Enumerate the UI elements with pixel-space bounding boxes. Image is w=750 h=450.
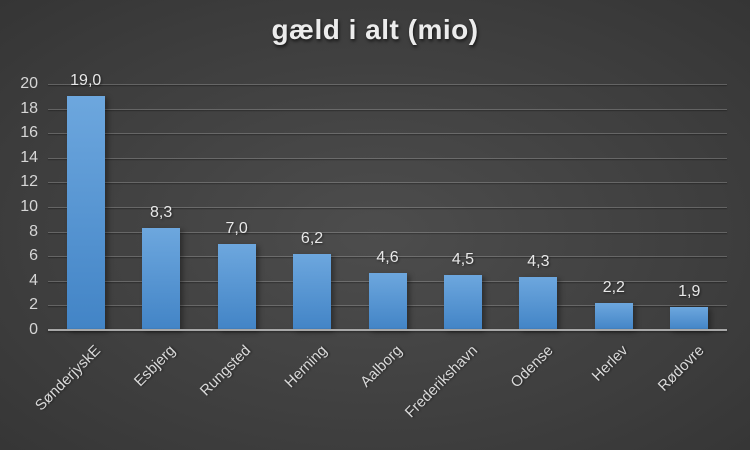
bar xyxy=(594,302,633,330)
bar-value-label: 6,2 xyxy=(300,229,324,247)
bar-value-label: 4,3 xyxy=(527,253,550,271)
category-label: Herning xyxy=(280,342,331,392)
category-label: Odense xyxy=(507,342,557,392)
bar-value-label: 2,2 xyxy=(602,278,625,296)
chart-title: gæld i alt (mio) xyxy=(271,14,479,45)
bar-value-label: 8,3 xyxy=(150,203,173,221)
bar xyxy=(142,227,181,330)
y-tick-label: 8 xyxy=(29,222,38,240)
gridline xyxy=(48,207,727,208)
category-label: Frederikshavn xyxy=(401,342,481,422)
gridline xyxy=(48,157,727,159)
bar xyxy=(368,273,407,330)
y-tick-label: 16 xyxy=(20,124,38,142)
y-tick-label: 4 xyxy=(29,271,38,289)
bar-value-label: 4,5 xyxy=(451,250,475,268)
category-label: Aalborg xyxy=(356,342,406,391)
bar xyxy=(670,306,709,330)
bar xyxy=(443,274,482,330)
y-tick-label: 6 xyxy=(29,247,38,265)
x-axis-line xyxy=(48,329,727,331)
bar xyxy=(66,96,105,330)
category-label: Esbjerg xyxy=(131,342,180,390)
category-label: Herlev xyxy=(589,342,632,385)
y-tick-label: 10 xyxy=(20,198,38,215)
bar-value-label: 7,0 xyxy=(225,219,248,237)
y-tick-label: 18 xyxy=(20,99,38,117)
bar xyxy=(519,277,558,330)
y-tick-label: 20 xyxy=(20,75,38,92)
gridline xyxy=(48,133,727,135)
category-label: SønderjyskE xyxy=(31,342,104,415)
gridline xyxy=(48,84,727,85)
y-tick-label: 14 xyxy=(20,148,38,166)
category-label: Rungsted xyxy=(197,342,255,400)
category-label: Rødovre xyxy=(654,342,708,395)
bar-value-label: 1,9 xyxy=(678,282,701,300)
gridline xyxy=(48,231,727,233)
gridline xyxy=(48,108,727,110)
y-tick-label: 0 xyxy=(29,321,38,338)
bar-value-label: 4,6 xyxy=(376,249,399,267)
gridline xyxy=(48,182,727,184)
bar-value-label: 19,0 xyxy=(70,72,102,90)
y-tick-label: 2 xyxy=(29,296,38,314)
bar xyxy=(293,253,332,330)
gridline xyxy=(48,256,727,258)
y-tick-label: 12 xyxy=(20,173,38,191)
bar xyxy=(217,243,256,330)
